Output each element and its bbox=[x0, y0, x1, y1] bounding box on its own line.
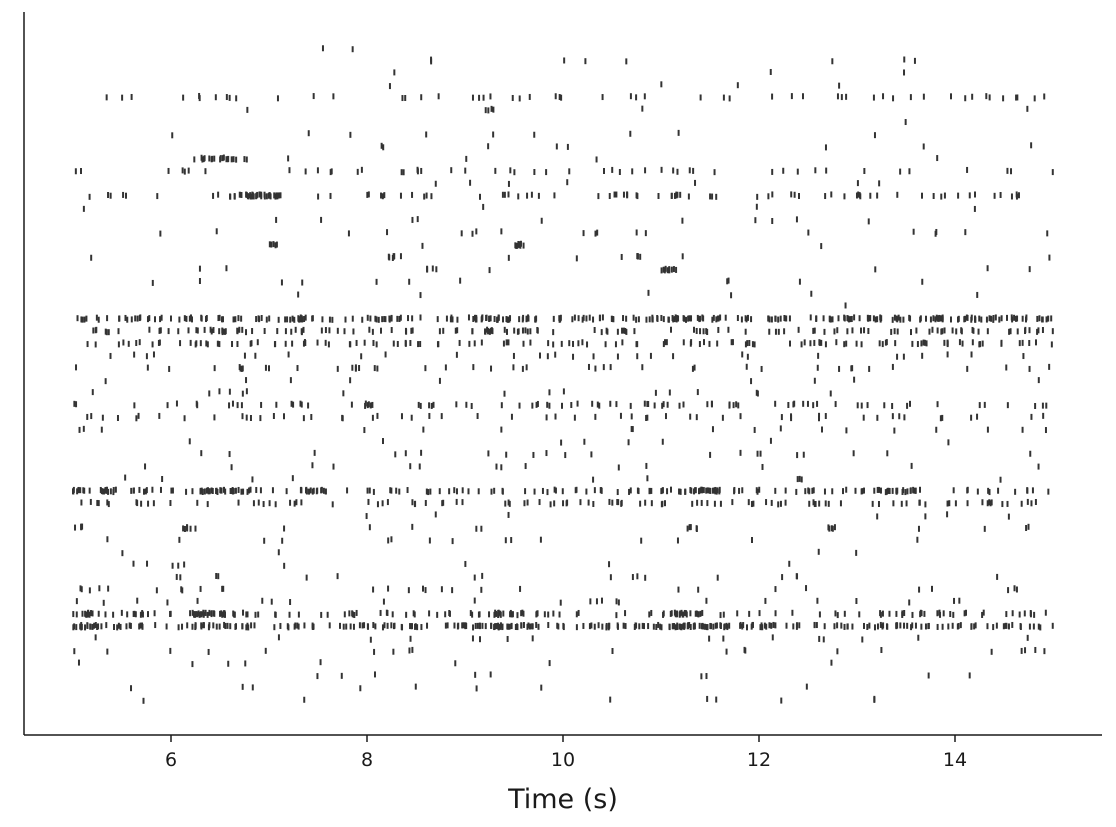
x-tick-label: 14 bbox=[943, 749, 967, 771]
x-tick-label: 6 bbox=[165, 749, 177, 771]
x-axis-ticks: 6 8 10 12 14 bbox=[165, 735, 967, 771]
x-tick-label: 12 bbox=[747, 749, 771, 771]
x-tick-label: 10 bbox=[551, 749, 575, 771]
x-axis-title: Time (s) bbox=[507, 784, 618, 815]
x-tick-label: 8 bbox=[361, 749, 373, 771]
spike-raster-series bbox=[72, 45, 1054, 704]
